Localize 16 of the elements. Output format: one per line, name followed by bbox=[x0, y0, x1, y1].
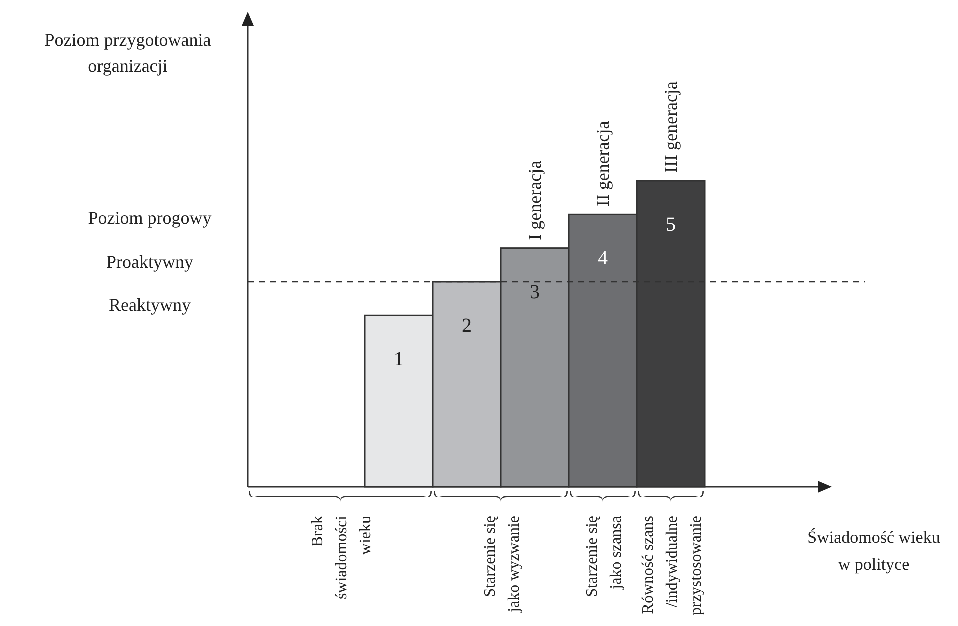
x-tick-label: 5 bbox=[666, 214, 676, 236]
text: Brak świadomości wieku bbox=[310, 515, 374, 600]
x-tick-label: 4 bbox=[598, 248, 608, 270]
annotation: II generacja bbox=[593, 121, 613, 207]
text: Poziom przygotowania organizacji bbox=[44, 30, 212, 76]
annotation: III generacja bbox=[661, 82, 681, 173]
text: Proaktywny bbox=[106, 252, 194, 272]
x-tick-label: 3 bbox=[530, 281, 540, 304]
text: Poziom progowy bbox=[88, 208, 212, 228]
text: Świadomość wieku w polityce bbox=[808, 528, 941, 574]
annotation: I generacja bbox=[525, 160, 545, 240]
text: Starzenie się jako szansa bbox=[584, 516, 625, 598]
x-tick-label: 1 bbox=[394, 348, 404, 371]
text: Reaktywny bbox=[109, 295, 191, 315]
x-tick-label: 2 bbox=[462, 314, 472, 337]
text: Starzenie się jako wyzwanie bbox=[482, 516, 523, 614]
